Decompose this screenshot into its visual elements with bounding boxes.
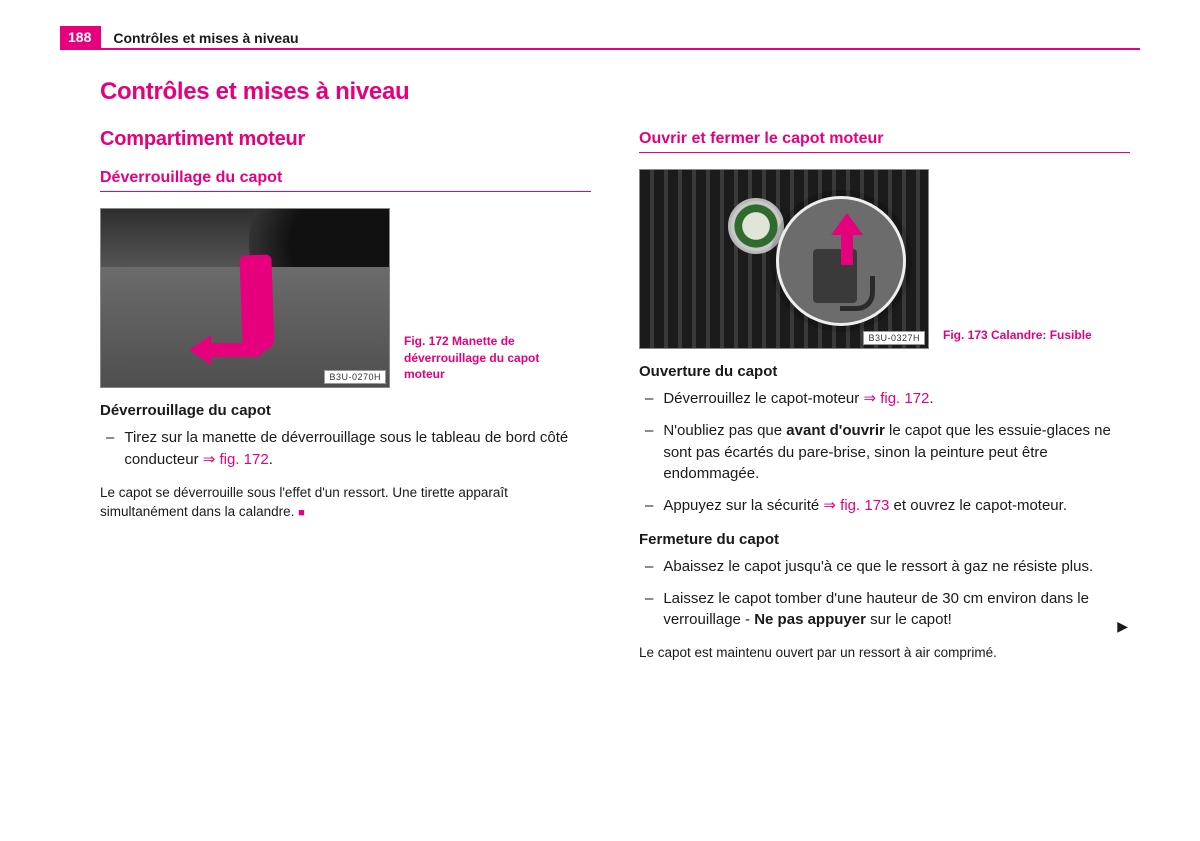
list-item: Déverrouillez le capot-moteur ⇒ fig. 172… bbox=[639, 388, 1130, 410]
right-column: Ouvrir et fermer le capot moteur B3U-032… bbox=[639, 78, 1130, 663]
running-header-title: Contrôles et mises à niveau bbox=[101, 30, 298, 50]
subsection-heading: Ouvrir et fermer le capot moteur bbox=[639, 130, 1130, 153]
up-arrow-icon bbox=[833, 213, 861, 265]
end-of-section-icon: ■ bbox=[298, 507, 305, 519]
figure-reference: fig. 173 bbox=[840, 497, 889, 514]
ref-arrow-icon: ⇒ bbox=[823, 497, 840, 514]
list-item: Laissez le capot tomber d'une hauteur de… bbox=[639, 588, 1130, 632]
body-paragraph: Le capot se déverrouille sous l'effet d'… bbox=[100, 483, 591, 523]
callout-circle bbox=[776, 196, 906, 326]
list-item: Abaissez le capot jusqu'à ce que le ress… bbox=[639, 556, 1130, 578]
list-text: et ouvrez le capot-moteur. bbox=[889, 497, 1067, 514]
list-text: . bbox=[269, 451, 273, 468]
continued-icon: ▶ bbox=[1117, 618, 1128, 635]
section-heading: Compartiment moteur bbox=[100, 128, 591, 151]
list-text: . bbox=[929, 390, 933, 407]
bold-text: Ne pas appuyer bbox=[754, 611, 866, 628]
page-number-tab: 188 bbox=[60, 26, 101, 50]
figure-173-caption: Fig. 173 Calandre: Fusible bbox=[943, 327, 1092, 349]
list-text: sur le capot! bbox=[866, 611, 952, 628]
list-item: Appuyez sur la sécurité ⇒ fig. 173 et ou… bbox=[639, 495, 1130, 517]
list-text: Tirez sur la manette de déverrouillage s… bbox=[124, 429, 568, 468]
list-text: Appuyez sur la sécurité bbox=[663, 497, 823, 514]
figure-172-image: B3U-0270H bbox=[100, 208, 390, 388]
figure-173: B3U-0327H Fig. 173 Calandre: Fusible bbox=[639, 169, 1130, 349]
list-item: N'oubliez pas que avant d'ouvrir le capo… bbox=[639, 420, 1130, 485]
paragraph-heading: Ouverture du capot bbox=[639, 363, 1130, 380]
brand-logo-icon bbox=[728, 198, 784, 254]
instruction-list: Déverrouillez le capot-moteur ⇒ fig. 172… bbox=[639, 388, 1130, 517]
page-title: Contrôles et mises à niveau bbox=[100, 78, 591, 106]
figure-172: B3U-0270H Fig. 172 Manette de déverrouil… bbox=[100, 208, 591, 388]
subsection-heading: Déverrouillage du capot bbox=[100, 169, 591, 192]
left-column: Contrôles et mises à niveau Compartiment… bbox=[100, 78, 591, 663]
list-text: Déverrouillez le capot-moteur bbox=[663, 390, 863, 407]
running-header: 188 Contrôles et mises à niveau bbox=[60, 28, 1140, 50]
figure-172-caption: Fig. 172 Manette de déverrouillage du ca… bbox=[404, 333, 564, 388]
bold-text: avant d'ouvrir bbox=[786, 422, 885, 439]
list-text: N'oubliez pas que bbox=[663, 422, 786, 439]
instruction-list: Tirez sur la manette de déverrouillage s… bbox=[100, 427, 591, 471]
ref-arrow-icon: ⇒ bbox=[203, 451, 220, 468]
figure-reference: fig. 172 bbox=[219, 451, 268, 468]
ref-arrow-icon: ⇒ bbox=[863, 390, 880, 407]
figure-id-tag: B3U-0327H bbox=[863, 331, 925, 345]
pull-arrow-icon bbox=[189, 337, 263, 365]
paragraph-heading: Fermeture du capot bbox=[639, 531, 1130, 548]
page-content: Contrôles et mises à niveau Compartiment… bbox=[100, 78, 1130, 663]
list-text: Abaissez le capot jusqu'à ce que le ress… bbox=[663, 556, 1093, 578]
header-rule bbox=[299, 28, 1140, 50]
body-paragraph: Le capot est maintenu ouvert par un ress… bbox=[639, 643, 1130, 663]
figure-id-tag: B3U-0270H bbox=[324, 370, 386, 384]
list-item: Tirez sur la manette de déverrouillage s… bbox=[100, 427, 591, 471]
figure-reference: fig. 172 bbox=[880, 390, 929, 407]
paragraph-heading: Déverrouillage du capot bbox=[100, 402, 591, 419]
figure-173-image: B3U-0327H bbox=[639, 169, 929, 349]
instruction-list: Abaissez le capot jusqu'à ce que le ress… bbox=[639, 556, 1130, 631]
